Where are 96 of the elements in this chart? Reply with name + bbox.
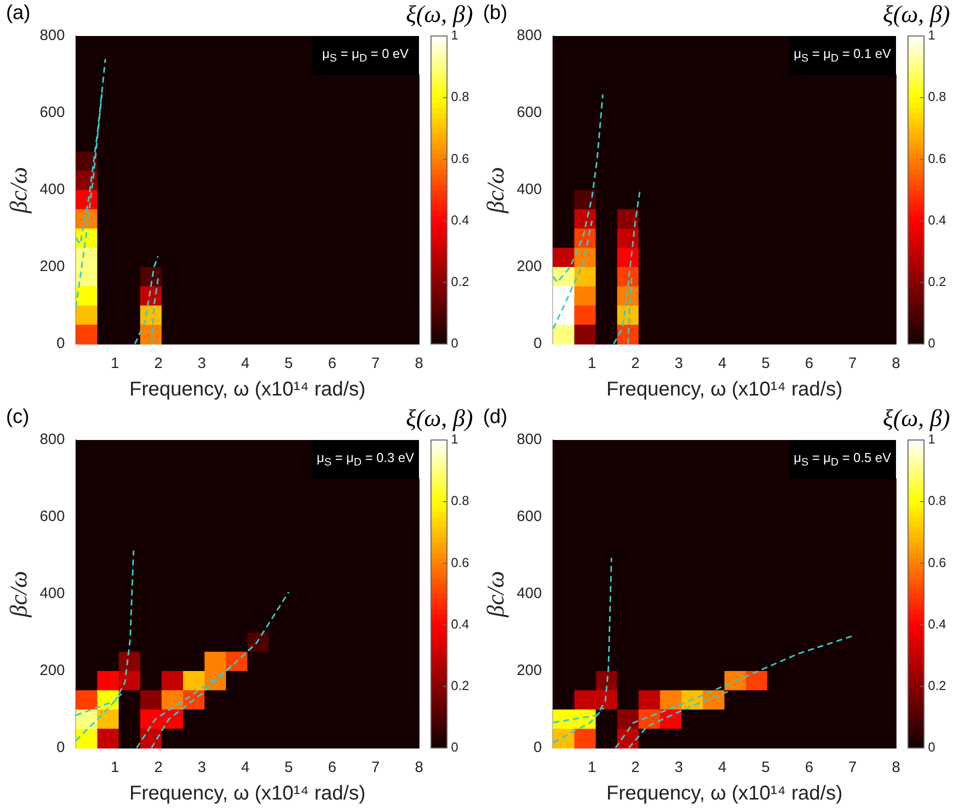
color-bar-label: 0.6 — [928, 150, 946, 166]
x-tick-label: 8 — [414, 355, 424, 372]
x-tick-label: 5 — [284, 355, 293, 372]
color-bar-title: ξ(ω, β) — [406, 2, 473, 29]
color-bar-label: 0.2 — [928, 274, 946, 289]
x-tick-label: 7 — [371, 759, 380, 776]
x-tick-label: 2 — [631, 759, 640, 776]
y-tick-label: 200 — [516, 662, 542, 680]
x-tick-label: 5 — [284, 759, 293, 776]
color-bar-label: 1 — [451, 28, 458, 43]
x-axis-title: Frequency, ω (x10¹⁴ rad/s) — [606, 378, 842, 401]
y-tick-label: 600 — [40, 104, 65, 122]
y-axis-title: βc/ω — [6, 166, 33, 214]
color-bar-label: 0 — [928, 336, 936, 351]
color-bar-label: 0.2 — [451, 678, 470, 693]
color-bar-title: ξ(ω, β) — [882, 2, 950, 29]
y-tick-label: 800 — [40, 431, 65, 448]
x-tick-label: 4 — [718, 759, 726, 776]
annotation: μ$_{S}$ = μ$_{D}$ = 0.5 eV — [794, 450, 891, 469]
x-tick-label: 1 — [588, 355, 596, 372]
x-tick-label: 2 — [154, 759, 163, 776]
x-tick-label: 5 — [762, 759, 770, 776]
x-axis-title: Frequency, ω (x10¹⁴ rad/s) — [129, 782, 366, 805]
x-tick-label: 3 — [198, 355, 206, 372]
text: (c) — [6, 406, 30, 428]
x-tick-label: 1 — [588, 759, 596, 776]
x-tick-label: 5 — [762, 355, 770, 372]
x-tick-label: 4 — [241, 355, 250, 372]
x-tick-label: 6 — [328, 355, 336, 372]
x-tick-label: 6 — [804, 355, 814, 372]
x-tick-label: 7 — [371, 355, 380, 372]
annotation: μ$_{S}$ = μ$_{D}$ = 0.1 eV — [794, 46, 891, 65]
color-bar-label: 0.4 — [928, 212, 946, 228]
color-bar-title: ξ(ω, β) — [882, 406, 950, 433]
color-bar-label: 0.8 — [928, 89, 946, 104]
y-tick-label: 200 — [40, 258, 65, 276]
text: (a) — [6, 2, 30, 24]
y-tick-label: 800 — [40, 27, 65, 44]
color-bar-label: 0 — [451, 740, 458, 755]
y-tick-label: 800 — [516, 27, 542, 44]
color-bar-title: ξ(ω, β) — [406, 406, 473, 433]
color-bar-label: 0.6 — [451, 150, 470, 166]
color-bar-label: 0.8 — [451, 89, 470, 104]
color-bar-label: 0.2 — [928, 678, 946, 693]
x-tick-label: 2 — [154, 355, 163, 372]
x-axis-title: Frequency, ω (x10¹⁴ rad/s) — [606, 782, 842, 805]
color-bar-label: 0.8 — [928, 493, 946, 508]
x-tick-label: 6 — [804, 759, 814, 776]
y-tick-label: 400 — [40, 181, 65, 198]
annotation: μ$_{S}$ = μ$_{D}$ = 0.3 eV — [316, 450, 414, 469]
color-bar-label: 0 — [928, 740, 936, 755]
x-tick-label: 8 — [414, 759, 424, 776]
y-axis-title: βc/ω — [484, 570, 510, 618]
x-axis-title: Frequency, ω (x10¹⁴ rad/s) — [129, 378, 366, 401]
y-axis-title: βc/ω — [6, 570, 33, 618]
x-tick-label: 1 — [110, 759, 120, 776]
x-tick-label: 7 — [848, 759, 857, 776]
x-tick-label: 6 — [328, 759, 336, 776]
color-bar-label: 0.4 — [451, 212, 470, 228]
y-tick-label: 600 — [516, 104, 542, 122]
color-bar-label: 0.4 — [451, 616, 470, 632]
color-bar-label: 1 — [928, 28, 936, 43]
x-tick-label: 2 — [631, 355, 640, 372]
x-tick-label: 3 — [674, 355, 683, 372]
x-tick-label: 7 — [848, 355, 857, 372]
y-tick-label: 0 — [56, 335, 65, 352]
color-bar-label: 0.4 — [928, 616, 946, 632]
y-tick-label: 0 — [56, 739, 65, 756]
y-tick-label: 400 — [40, 585, 65, 602]
annotation: μ$_{S}$ = μ$_{D}$ = 0 eV — [322, 46, 409, 65]
color-bar-label: 1 — [928, 432, 936, 447]
y-tick-label: 0 — [533, 335, 542, 352]
color-bar-label: 1 — [451, 432, 458, 447]
x-tick-label: 3 — [198, 759, 206, 776]
y-tick-label: 600 — [516, 508, 542, 526]
x-tick-label: 4 — [241, 759, 250, 776]
color-bar-label: 0.8 — [451, 493, 470, 508]
x-tick-label: 8 — [892, 759, 900, 776]
text: (b) — [483, 2, 508, 24]
y-tick-label: 200 — [40, 662, 65, 680]
y-tick-label: 800 — [516, 431, 542, 448]
y-tick-label: 200 — [516, 258, 542, 276]
text: (d) — [483, 406, 508, 428]
color-bar-label: 0 — [451, 336, 458, 351]
color-bar-label: 0.6 — [451, 554, 470, 570]
color-bar-label: 0.2 — [451, 274, 470, 289]
y-tick-label: 600 — [40, 508, 65, 526]
x-tick-label: 4 — [718, 355, 726, 372]
color-bar-label: 0.6 — [928, 554, 946, 570]
y-axis-title: βc/ω — [484, 166, 510, 214]
x-tick-label: 1 — [110, 355, 120, 372]
x-tick-label: 8 — [892, 355, 900, 372]
y-tick-label: 400 — [516, 181, 542, 198]
y-tick-label: 400 — [516, 585, 542, 602]
x-tick-label: 3 — [674, 759, 683, 776]
y-tick-label: 0 — [533, 739, 542, 756]
